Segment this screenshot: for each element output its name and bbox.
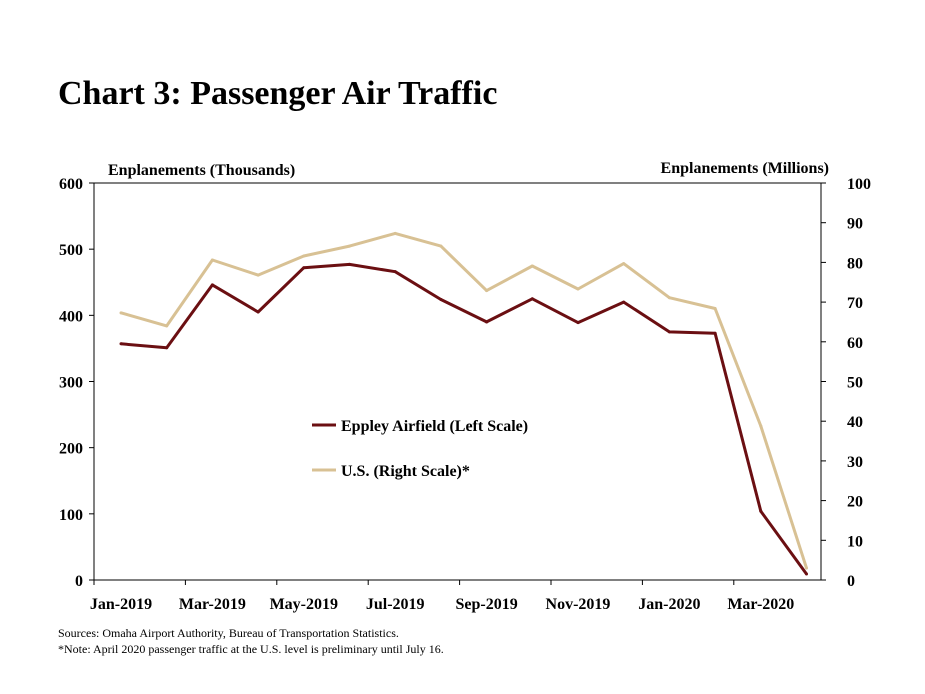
data-point-eppley [256,310,260,314]
data-point-eppley [667,330,671,334]
x-tick-label: May-2019 [270,596,338,613]
data-point-eppley [530,297,534,301]
data-point-eppley [393,270,397,274]
data-point-us [210,258,214,262]
data-point-us [439,244,443,248]
right-tick-label: 60 [847,335,863,352]
right-tick-label: 70 [847,295,863,312]
data-point-us [530,264,534,268]
data-point-eppley [302,266,306,270]
sources-note: Sources: Omaha Airport Authority, Bureau… [58,626,399,640]
data-point-eppley [576,321,580,325]
data-point-us [622,262,626,266]
right-tick-label: 50 [847,375,863,392]
data-point-eppley [165,346,169,350]
data-point-us [119,311,123,315]
legend: Eppley Airfield (Left Scale) U.S. (Right… [312,418,528,480]
left-tick-label: 600 [59,176,83,193]
data-point-us [165,324,169,328]
footnote: *Note: April 2020 passenger traffic at t… [58,642,444,656]
left-tick-label: 100 [59,507,83,524]
series-line-us [120,231,808,569]
data-point-eppley [759,509,763,513]
left-tick-label: 200 [59,441,83,458]
left-axis-title: Enplanements (Thousands) [108,162,295,179]
series-line-eppley [120,262,808,575]
data-point-eppley [805,572,808,576]
left-tick-label: 300 [59,375,83,392]
x-axis-ticks: Jan-2019 Mar-2019 May-2019 Jul-2019 Sep-2019… [90,580,794,613]
right-tick-label: 90 [847,216,863,233]
left-tick-label: 400 [59,308,83,325]
data-point-eppley [348,262,351,266]
right-tick-label: 0 [847,573,855,590]
x-tick-label: Mar-2020 [727,596,794,613]
right-tick-label: 40 [847,414,863,431]
right-tick-label: 10 [847,533,863,550]
data-point-us [393,231,397,235]
data-point-us [667,296,671,300]
x-tick-label: Sep-2019 [455,596,517,613]
left-axis-ticks: 0 100 200 300 400 500 600 [59,176,94,590]
data-point-us [256,273,260,277]
chart-title: Chart 3: Passenger Air Traffic [58,75,497,112]
data-point-us [805,566,808,570]
left-tick-label: 0 [75,573,83,590]
data-point-eppley [713,331,717,335]
right-tick-label: 20 [847,494,863,511]
right-axis-title: Enplanements (Millions) [661,160,829,177]
data-point-eppley [439,297,443,301]
data-point-eppley [210,283,214,287]
right-tick-label: 80 [847,255,863,272]
x-tick-label: Nov-2019 [546,596,611,613]
right-axis-ticks: 0 10 20 30 40 50 60 70 80 90 100 [821,176,871,590]
series-points [119,231,808,576]
plot-frame [93,182,822,581]
data-point-us [576,287,580,291]
data-point-us [485,289,489,293]
legend-label-us: U.S. (Right Scale)* [341,463,470,480]
data-point-us [713,306,717,310]
right-tick-label: 100 [847,176,871,193]
x-tick-label: Jan-2020 [638,596,700,613]
data-point-eppley [622,300,626,304]
data-point-us [302,254,306,258]
left-tick-label: 500 [59,242,83,259]
x-tick-label: Mar-2019 [179,596,246,613]
data-point-eppley [485,320,489,324]
x-tick-label: Jan-2019 [90,596,152,613]
data-point-us [759,424,763,428]
data-point-eppley [119,342,123,346]
right-tick-label: 30 [847,454,863,471]
x-tick-label: Jul-2019 [366,596,425,613]
data-point-us [348,244,351,248]
legend-label-eppley: Eppley Airfield (Left Scale) [341,418,528,435]
